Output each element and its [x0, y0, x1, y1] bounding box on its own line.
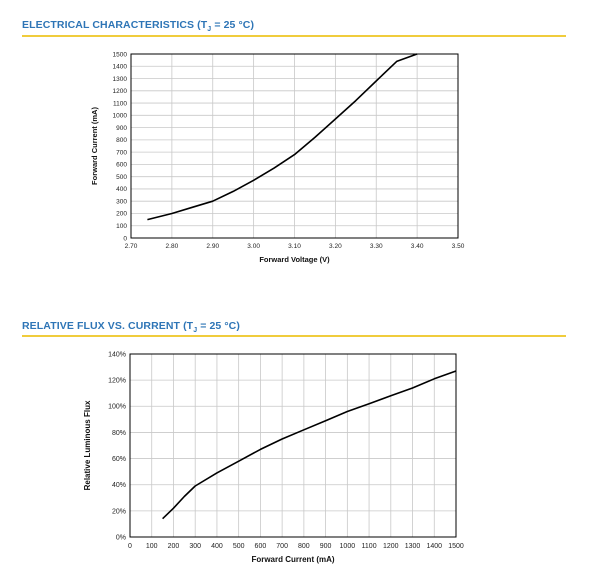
x-tick-label: 1100: [362, 543, 377, 550]
x-tick-label: 600: [255, 543, 267, 550]
y-tick-label: 120%: [108, 378, 126, 385]
y-tick-label: 600: [116, 162, 127, 169]
y-tick-label: 20%: [112, 508, 126, 515]
y-tick-label: 1400: [113, 64, 128, 71]
x-tick-label: 700: [276, 543, 288, 550]
x-tick-label: 1300: [405, 543, 421, 550]
y-tick-label: 200: [116, 211, 127, 218]
y-tick-label: 140%: [108, 351, 126, 358]
x-tick-label: 3.30: [370, 243, 383, 250]
title-rule: [22, 35, 566, 37]
y-tick-label: 1100: [113, 100, 127, 107]
x-tick-label: 800: [298, 543, 310, 550]
x-tick-label: 400: [211, 543, 223, 550]
x-tick-label: 2.70: [125, 243, 138, 250]
x-axis-label: Forward Current (mA): [251, 555, 334, 564]
x-tick-label: 3.10: [288, 243, 301, 250]
x-tick-label: 3.50: [452, 243, 465, 250]
x-tick-label: 100: [146, 543, 158, 550]
y-tick-label: 500: [116, 174, 127, 181]
y-tick-label: 0: [123, 235, 127, 242]
forward-current-chart: 2.70 2.80 2.90 3.00 3.10 3.20 3.30 3.40 3.50 0 100…: [90, 51, 465, 264]
y-axis-label: Forward Current (mA): [90, 107, 99, 185]
x-tick-label: 3.00: [247, 243, 260, 250]
y-tick-label: 1500: [113, 51, 128, 58]
x-tick-label: 1000: [340, 543, 356, 550]
title-rule: [22, 335, 566, 337]
y-tick-label: 400: [116, 186, 127, 193]
y-tick-label: 80%: [112, 430, 126, 437]
x-tick-label: 2.80: [166, 243, 179, 250]
y-tick-label: 800: [116, 137, 127, 144]
x-tick-label: 2.90: [206, 243, 219, 250]
series-line: [162, 370, 457, 520]
y-tick-label: 100%: [108, 404, 126, 411]
y-tick-label: 700: [116, 149, 127, 156]
y-tick-label: 100: [116, 223, 127, 230]
y-tick-label: 0%: [116, 534, 126, 541]
plot-frame: [129, 353, 457, 538]
y-tick-label: 1200: [113, 88, 128, 95]
x-tick-label: 1400: [426, 543, 442, 550]
x-axis-label: Forward Voltage (V): [259, 255, 330, 264]
section-title-electrical: ELECTRICAL CHARACTERISTICS (TJ = 25 °C): [22, 19, 255, 34]
x-tick-label: 900: [320, 543, 332, 550]
series-line: [147, 53, 418, 221]
x-tick-label: 0: [128, 543, 132, 550]
y-tick-label: 1300: [113, 76, 128, 83]
y-tick-label: 900: [116, 125, 127, 132]
x-tick-label: 300: [189, 543, 201, 550]
y-tick-label: 40%: [112, 482, 126, 489]
x-tick-label: 1200: [383, 543, 399, 550]
y-tick-label: 300: [116, 198, 127, 205]
x-tick-label: 3.20: [329, 243, 342, 250]
plot-frame: [130, 53, 459, 239]
y-tick-label: 60%: [112, 456, 126, 463]
x-tick-label: 200: [168, 543, 180, 550]
section-title-flux: RELATIVE FLUX VS. CURRENT (TJ = 25 °C): [22, 320, 240, 335]
x-tick-label: 3.40: [411, 243, 424, 250]
y-axis-label: Relative Luminous Flux: [83, 400, 92, 490]
x-tick-label: 500: [233, 543, 245, 550]
y-tick-label: 1000: [113, 113, 128, 120]
x-tick-label: 1500: [448, 543, 464, 550]
